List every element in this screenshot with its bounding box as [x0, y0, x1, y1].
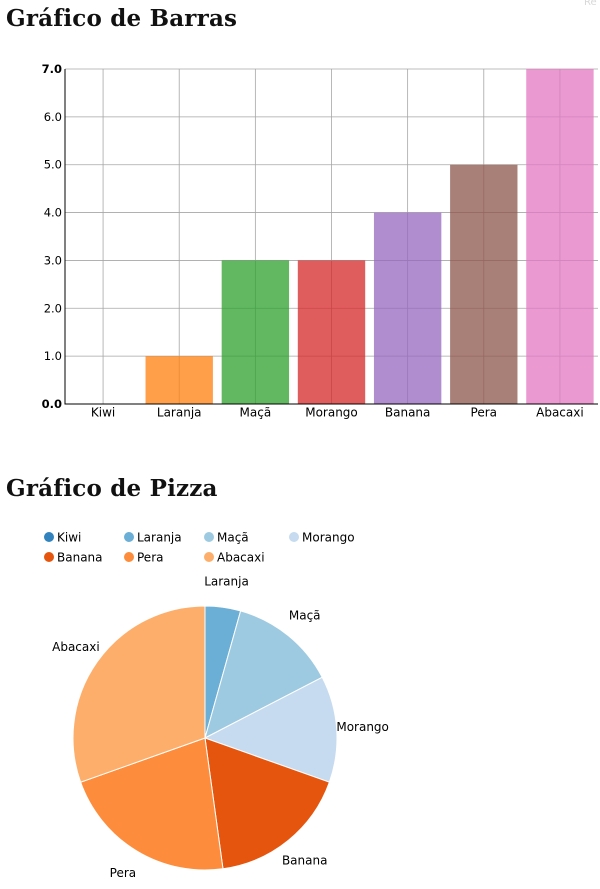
bar-maca [221, 260, 290, 404]
pie-slice-pera [79, 737, 224, 871]
bar-y-tick-label: 4.0 [44, 206, 62, 220]
pie-label-banana: Banana [282, 854, 328, 868]
legend-item-laranja: Laranja [124, 531, 182, 545]
legend-label: Pera [137, 551, 163, 565]
bar-y-tick-label: 6.0 [44, 110, 62, 124]
pie-label-abacaxi: Abacaxi [52, 640, 100, 654]
pie-slice-maca [204, 610, 323, 739]
pie-slice-abacaxi [72, 605, 206, 783]
bar-chart-x-ticks: Kiwi Laranja Maçã Morango Banana Pera Abacaxi [91, 406, 584, 420]
pie-label-pera: Pera [110, 866, 136, 880]
pie-slice-banana [204, 737, 331, 870]
bar-x-tick-label: Pera [471, 406, 497, 420]
bar-chart-bars [145, 69, 594, 404]
pie-chart-legend: Kiwi Laranja Maçã Morango Banana Pera Abacaxi [44, 531, 355, 565]
bar-pera [450, 164, 518, 404]
bar-y-tick-label: 0.0 [42, 397, 62, 411]
bar-y-tick-label: 5.0 [44, 158, 62, 172]
legend-label: Maçã [217, 531, 249, 545]
legend-swatch [289, 532, 299, 542]
legend-label: Abacaxi [217, 551, 265, 565]
pie-label-morango: Morango [336, 720, 389, 734]
bar-y-tick-label: 1.0 [44, 349, 62, 363]
legend-item-banana: Banana [44, 551, 103, 565]
pie-chart-labels: Laranja Maçã Morango Banana Pera Abacaxi [52, 574, 389, 880]
pie-slice-morango [203, 676, 338, 783]
legend-label: Banana [57, 551, 103, 565]
bar-chart: 0.0 1.0 2.0 3.0 4.0 5.0 6.0 7.0 Kiwi Laranja Maçã… [42, 62, 598, 420]
legend-item-pera: Pera [124, 551, 163, 565]
pie-label-laranja: Laranja [204, 574, 249, 588]
bar-x-tick-label: Maçã [240, 406, 272, 420]
legend-item-abacaxi: Abacaxi [204, 551, 265, 565]
corner-tag: Re [584, 0, 597, 8]
bar-x-tick-label: Abacaxi [536, 406, 584, 420]
bar-y-tick-label: 7.0 [42, 62, 62, 76]
bar-laranja [145, 356, 213, 404]
bar-chart-y-ticks: 0.0 1.0 2.0 3.0 4.0 5.0 6.0 7.0 [42, 62, 62, 411]
legend-label: Kiwi [57, 531, 81, 545]
bar-morango [297, 260, 366, 404]
bar-y-tick-label: 2.0 [44, 301, 62, 315]
legend-label: Morango [302, 531, 355, 545]
legend-swatch [44, 532, 54, 542]
legend-item-maca: Maçã [204, 531, 249, 545]
bar-x-tick-label: Banana [385, 406, 431, 420]
pie-chart-slices [72, 605, 338, 871]
legend-label: Laranja [137, 531, 182, 545]
legend-swatch [124, 552, 134, 562]
bar-x-tick-label: Kiwi [91, 406, 115, 420]
legend-swatch [44, 552, 54, 562]
bar-chart-axes [64, 69, 598, 405]
legend-swatch [204, 552, 214, 562]
bar-x-tick-label: Morango [305, 406, 358, 420]
legend-item-morango: Morango [289, 531, 355, 545]
pie-chart-title: Gráfico de Pizza [6, 475, 218, 502]
legend-item-kiwi: Kiwi [44, 531, 81, 545]
legend-swatch [204, 532, 214, 542]
bar-chart-title: Gráfico de Barras [6, 5, 238, 32]
pie-label-maca: Maçã [289, 608, 321, 622]
bar-x-tick-label: Laranja [157, 406, 202, 420]
bar-banana [373, 212, 442, 404]
legend-swatch [124, 532, 134, 542]
bar-abacaxi [526, 69, 594, 404]
bar-y-tick-label: 3.0 [44, 253, 62, 267]
